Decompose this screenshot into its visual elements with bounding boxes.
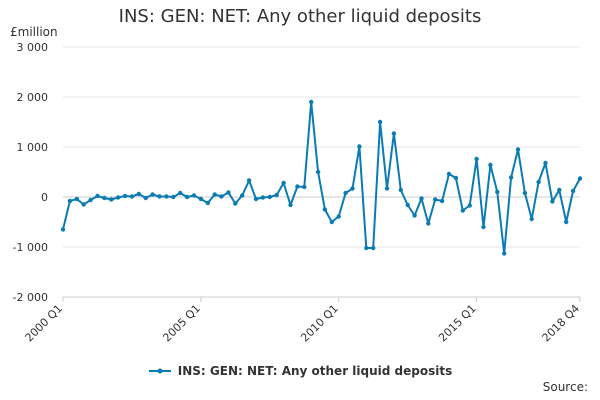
data-point [198,196,204,202]
data-point [178,190,183,196]
data-point [564,219,569,225]
data-point [164,194,169,199]
data-point [474,156,479,162]
data-point [405,202,410,208]
data-point [529,216,534,222]
legend-label: INS: GEN: NET: Any other liquid deposits [177,364,453,378]
data-point [315,169,321,175]
data-point [522,190,528,196]
data-point [136,191,141,197]
series-layer [60,99,583,256]
data-point [371,245,376,251]
y-axis: -2 000 -1 000 0 1 000 2 000 3 000 [13,41,48,304]
data-point [412,213,417,218]
data-point [426,221,431,226]
data-point [253,196,259,202]
x-tick-label: 2018 Q4 [540,302,583,345]
data-point [446,171,452,177]
y-tick-label: 3 000 [17,41,49,54]
data-point [212,192,217,197]
data-point [419,196,424,201]
data-point [577,176,583,181]
x-tick-label: 2005 Q1 [160,302,203,345]
data-point [481,224,486,230]
data-point [364,245,369,251]
data-point [240,193,245,198]
data-point [274,192,279,198]
data-point [543,160,548,166]
y-tick-label: -2 000 [13,291,48,304]
data-point [377,119,383,125]
data-point [322,207,328,212]
data-point [226,190,231,195]
data-point [171,194,176,200]
legend: INS: GEN: NET: Any other liquid deposits [0,364,600,379]
data-point [157,194,162,199]
data-point [122,193,128,199]
data-point [205,200,210,206]
data-point [302,184,307,190]
data-point [557,187,562,193]
data-point [391,131,397,136]
data-point [88,197,93,203]
data-point [495,189,500,195]
data-point [267,194,272,200]
chart-title: INS: GEN: NET: Any other liquid deposits [118,6,482,27]
data-point [488,162,493,168]
data-point [329,219,334,225]
data-point [143,195,148,201]
data-point [398,187,403,193]
data-point [184,194,190,200]
data-point [115,195,121,200]
data-point [467,203,472,208]
data-point [102,195,107,201]
y-tick-label: 0 [41,191,48,204]
data-point [502,251,507,256]
data-point [350,186,355,191]
source-label: Source: [542,380,588,394]
data-point [508,175,514,180]
data-point [357,144,362,149]
x-tick-label: 2000 Q1 [23,302,66,345]
series-line [62,101,581,255]
gridlines [63,46,580,298]
data-point [453,175,459,181]
legend-swatch [148,368,171,374]
data-point [281,180,286,186]
data-point [246,178,252,183]
y-unit-label: £million [10,25,58,39]
data-point [439,198,445,204]
data-point [233,201,238,206]
x-axis: 2000 Q1 2005 Q1 2010 Q1 2015 Q1 2018 Q4 [23,296,583,345]
data-point [129,194,135,199]
data-point [550,199,555,204]
data-point [191,193,197,198]
data-point [95,193,100,199]
data-point [295,184,300,189]
y-tick-label: 2 000 [17,91,49,104]
data-point [67,198,73,204]
data-point [109,197,114,202]
data-point [536,179,541,185]
data-point [150,192,155,197]
data-point [384,186,390,191]
x-tick-label: 2010 Q1 [298,302,341,345]
data-point [60,227,66,232]
y-tick-label: -1 000 [13,241,48,254]
y-tick-label: 1 000 [17,141,49,154]
data-point [433,197,438,202]
x-tick-label: 2015 Q1 [436,302,479,345]
data-point [219,194,224,199]
data-point [309,99,314,105]
data-point [81,202,86,207]
data-point [288,202,293,208]
data-point [570,188,576,194]
data-point [515,147,521,152]
data-point [343,190,348,196]
data-point [460,208,465,213]
data-point [336,214,341,219]
data-point [74,196,80,202]
data-point [260,195,266,200]
